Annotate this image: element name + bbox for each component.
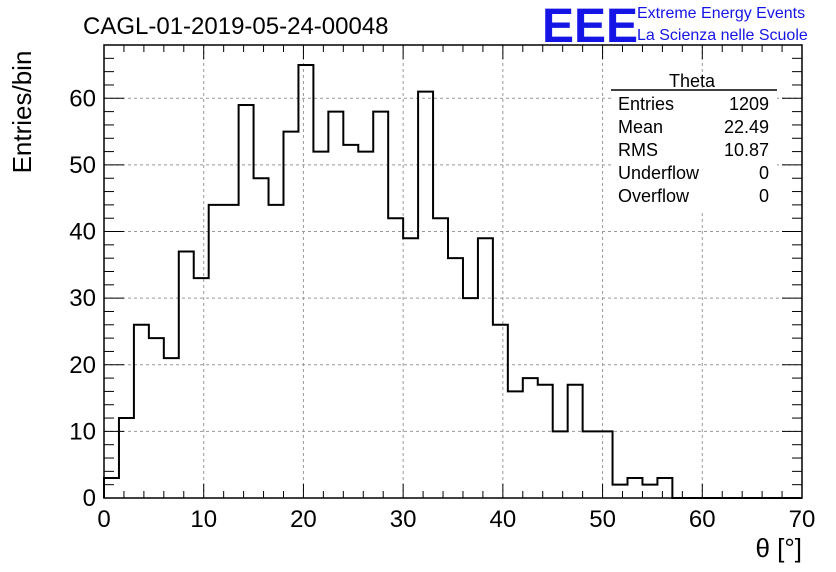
y-tick-label: 60 xyxy=(69,85,96,112)
tick-labels: 0 10 20 30 40 50 60 70 0 10 20 30 40 50 60 xyxy=(69,85,815,533)
stats-value: 22.49 xyxy=(724,117,769,137)
eee-logo-mark: EEE xyxy=(542,0,638,53)
stats-value: 0 xyxy=(759,186,769,206)
histogram-series xyxy=(103,63,802,499)
x-tick-label: 60 xyxy=(689,506,716,533)
stats-title: Theta xyxy=(669,71,716,91)
stats-label: RMS xyxy=(618,140,658,160)
stats-value: 1209 xyxy=(729,94,769,114)
x-tick-label: 50 xyxy=(589,506,616,533)
grid-lines xyxy=(104,45,802,498)
stats-label: Underflow xyxy=(618,163,700,183)
stats-box-background xyxy=(611,88,777,210)
stats-label: Entries xyxy=(618,94,674,114)
histogram-outline xyxy=(103,63,802,499)
x-tick-label: 10 xyxy=(190,506,217,533)
axis-ticks xyxy=(103,44,803,499)
stats-value: 0 xyxy=(759,163,769,183)
y-tick-label: 40 xyxy=(69,219,96,246)
stats-label: Mean xyxy=(618,117,663,137)
logo-line-1: Extreme Energy Events xyxy=(637,5,805,22)
y-tick-label: 0 xyxy=(83,485,96,512)
x-tick-label: 0 xyxy=(97,506,110,533)
x-tick-label: 30 xyxy=(390,506,417,533)
y-tick-label: 50 xyxy=(69,152,96,179)
x-tick-label: 20 xyxy=(290,506,317,533)
stats-value: 10.87 xyxy=(724,140,769,160)
x-axis-label: θ [°] xyxy=(755,533,802,563)
stats-box: Theta Entries 1209 Mean 22.49 RMS 10.87 Underf… xyxy=(611,71,777,210)
y-tick-label: 30 xyxy=(69,285,96,312)
chart-title: CAGL-01-2019-05-24-00048 xyxy=(83,13,389,40)
x-tick-label: 40 xyxy=(490,506,517,533)
logo-line-2: La Scienza nelle Scuole xyxy=(637,27,808,44)
stats-label: Overflow xyxy=(618,186,690,206)
y-tick-label: 10 xyxy=(69,418,96,445)
y-tick-label: 20 xyxy=(69,352,96,379)
y-axis-label: Entries/bin xyxy=(7,51,37,174)
x-tick-label: 70 xyxy=(789,506,816,533)
stats-rows: Entries 1209 Mean 22.49 RMS 10.87 Underflow 0 Ov… xyxy=(618,94,769,206)
